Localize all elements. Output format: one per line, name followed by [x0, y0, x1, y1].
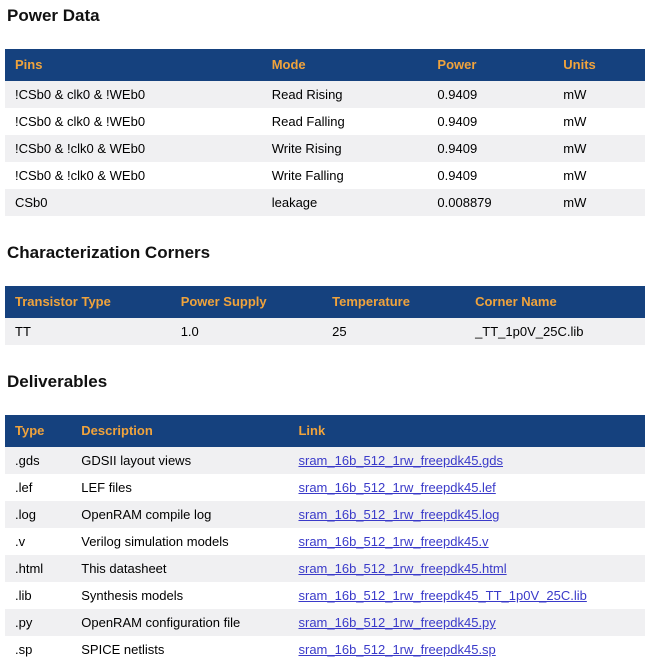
- link-cell: sram_16b_512_1rw_freepdk45.log: [288, 501, 645, 528]
- deliverables-header-link: Link: [288, 415, 645, 447]
- table-row: TT 1.0 25 _TT_1p0V_25C.lib: [5, 318, 645, 345]
- units-cell: mW: [563, 195, 587, 210]
- type-cell: .sp: [15, 642, 33, 657]
- table-row: .lef LEF files sram_16b_512_1rw_freepdk4…: [5, 474, 645, 501]
- link-cell: sram_16b_512_1rw_freepdk45.gds: [288, 447, 645, 474]
- link-cell: sram_16b_512_1rw_freepdk45.sp: [288, 636, 645, 663]
- link-cell: sram_16b_512_1rw_freepdk45.html: [288, 555, 645, 582]
- mode-cell: leakage: [271, 195, 318, 210]
- html-file-link[interactable]: sram_16b_512_1rw_freepdk45.html: [298, 561, 507, 576]
- section-title-deliverables: Deliverables: [7, 372, 108, 391]
- power-header-units: Units: [553, 49, 645, 81]
- pins-cell: CSb0: [15, 195, 48, 210]
- sp-file-link[interactable]: sram_16b_512_1rw_freepdk45.sp: [298, 642, 496, 657]
- power-cell: 0.9409: [437, 141, 478, 156]
- units-cell: mW: [563, 114, 587, 129]
- power-data-table: Pins Mode Power Units !CSb0 & clk0 & !WE…: [5, 49, 645, 216]
- section-title-characterization-corners: Characterization Corners: [7, 243, 211, 262]
- table-row: .log OpenRAM compile log sram_16b_512_1r…: [5, 501, 645, 528]
- type-cell: .html: [15, 561, 44, 576]
- temperature-cell: 25: [332, 324, 347, 339]
- lib-file-link[interactable]: sram_16b_512_1rw_freepdk45_TT_1p0V_25C.l…: [298, 588, 587, 603]
- table-row: .sp SPICE netlists sram_16b_512_1rw_free…: [5, 636, 645, 663]
- table-row: !CSb0 & clk0 & !WEb0 Read Falling 0.9409…: [5, 108, 645, 135]
- type-cell: .gds: [15, 453, 40, 468]
- description-cell: Synthesis models: [81, 588, 184, 603]
- description-cell: This datasheet: [81, 561, 167, 576]
- table-row: !CSb0 & !clk0 & WEb0 Write Rising 0.9409…: [5, 135, 645, 162]
- corners-header-temperature: Temperature: [322, 286, 466, 318]
- table-row: .html This datasheet sram_16b_512_1rw_fr…: [5, 555, 645, 582]
- table-row: !CSb0 & clk0 & !WEb0 Read Rising 0.9409 …: [5, 81, 645, 108]
- characterization-corners-table: Transistor Type Power Supply Temperature…: [5, 286, 645, 345]
- power-cell: 0.008879: [437, 195, 492, 210]
- lef-file-link[interactable]: sram_16b_512_1rw_freepdk45.lef: [298, 480, 496, 495]
- deliverables-table-header-row: Type Description Link: [5, 415, 645, 447]
- mode-cell: Write Rising: [271, 141, 342, 156]
- description-cell: GDSII layout views: [81, 453, 192, 468]
- pins-cell: !CSb0 & !clk0 & WEb0: [15, 168, 146, 183]
- corners-header-power-supply: Power Supply: [170, 286, 323, 318]
- py-file-link[interactable]: sram_16b_512_1rw_freepdk45.py: [298, 615, 496, 630]
- type-cell: .lib: [15, 588, 32, 603]
- transistor-type-cell: TT: [15, 324, 31, 339]
- pins-cell: !CSb0 & clk0 & !WEb0: [15, 114, 146, 129]
- power-cell: 0.9409: [437, 87, 478, 102]
- table-row: CSb0 leakage 0.008879 mW: [5, 189, 645, 216]
- description-cell: SPICE netlists: [81, 642, 165, 657]
- description-cell: OpenRAM compile log: [81, 507, 212, 522]
- table-row: .lib Synthesis models sram_16b_512_1rw_f…: [5, 582, 645, 609]
- power-cell: 0.9409: [437, 114, 478, 129]
- link-cell: sram_16b_512_1rw_freepdk45.py: [288, 609, 645, 636]
- link-cell: sram_16b_512_1rw_freepdk45.lef: [288, 474, 645, 501]
- link-cell: sram_16b_512_1rw_freepdk45.v: [288, 528, 645, 555]
- mode-cell: Read Rising: [271, 87, 343, 102]
- gds-file-link[interactable]: sram_16b_512_1rw_freepdk45.gds: [298, 453, 504, 468]
- link-cell: sram_16b_512_1rw_freepdk45_TT_1p0V_25C.l…: [288, 582, 645, 609]
- corners-table-header-row: Transistor Type Power Supply Temperature…: [5, 286, 645, 318]
- power-table-header-row: Pins Mode Power Units: [5, 49, 645, 81]
- power-header-mode: Mode: [261, 49, 428, 81]
- deliverables-header-type: Type: [5, 415, 72, 447]
- log-file-link[interactable]: sram_16b_512_1rw_freepdk45.log: [298, 507, 500, 522]
- deliverables-table: Type Description Link .gds GDSII layout …: [5, 415, 645, 663]
- type-cell: .lef: [15, 480, 33, 495]
- corners-header-transistor-type: Transistor Type: [5, 286, 171, 318]
- corners-header-corner-name: Corner Name: [465, 286, 645, 318]
- pins-cell: !CSb0 & clk0 & !WEb0: [15, 87, 146, 102]
- power-supply-cell: 1.0: [180, 324, 199, 339]
- description-cell: OpenRAM configuration file: [81, 615, 241, 630]
- table-row: .v Verilog simulation models sram_16b_51…: [5, 528, 645, 555]
- units-cell: mW: [563, 168, 587, 183]
- deliverables-header-description: Description: [71, 415, 289, 447]
- table-row: !CSb0 & !clk0 & WEb0 Write Falling 0.940…: [5, 162, 645, 189]
- power-header-power: Power: [427, 49, 554, 81]
- description-cell: LEF files: [81, 480, 132, 495]
- type-cell: .v: [15, 534, 26, 549]
- type-cell: .log: [15, 507, 36, 522]
- mode-cell: Read Falling: [271, 114, 345, 129]
- type-cell: .py: [15, 615, 33, 630]
- units-cell: mW: [563, 87, 587, 102]
- section-title-power-data: Power Data: [7, 6, 100, 25]
- description-cell: Verilog simulation models: [81, 534, 229, 549]
- units-cell: mW: [563, 141, 587, 156]
- corner-name-cell: _TT_1p0V_25C.lib: [475, 324, 584, 339]
- power-header-pins: Pins: [5, 49, 262, 81]
- mode-cell: Write Falling: [271, 168, 344, 183]
- table-row: .gds GDSII layout views sram_16b_512_1rw…: [5, 447, 645, 474]
- pins-cell: !CSb0 & !clk0 & WEb0: [15, 141, 146, 156]
- power-cell: 0.9409: [437, 168, 478, 183]
- verilog-file-link[interactable]: sram_16b_512_1rw_freepdk45.v: [298, 534, 489, 549]
- table-row: .py OpenRAM configuration file sram_16b_…: [5, 609, 645, 636]
